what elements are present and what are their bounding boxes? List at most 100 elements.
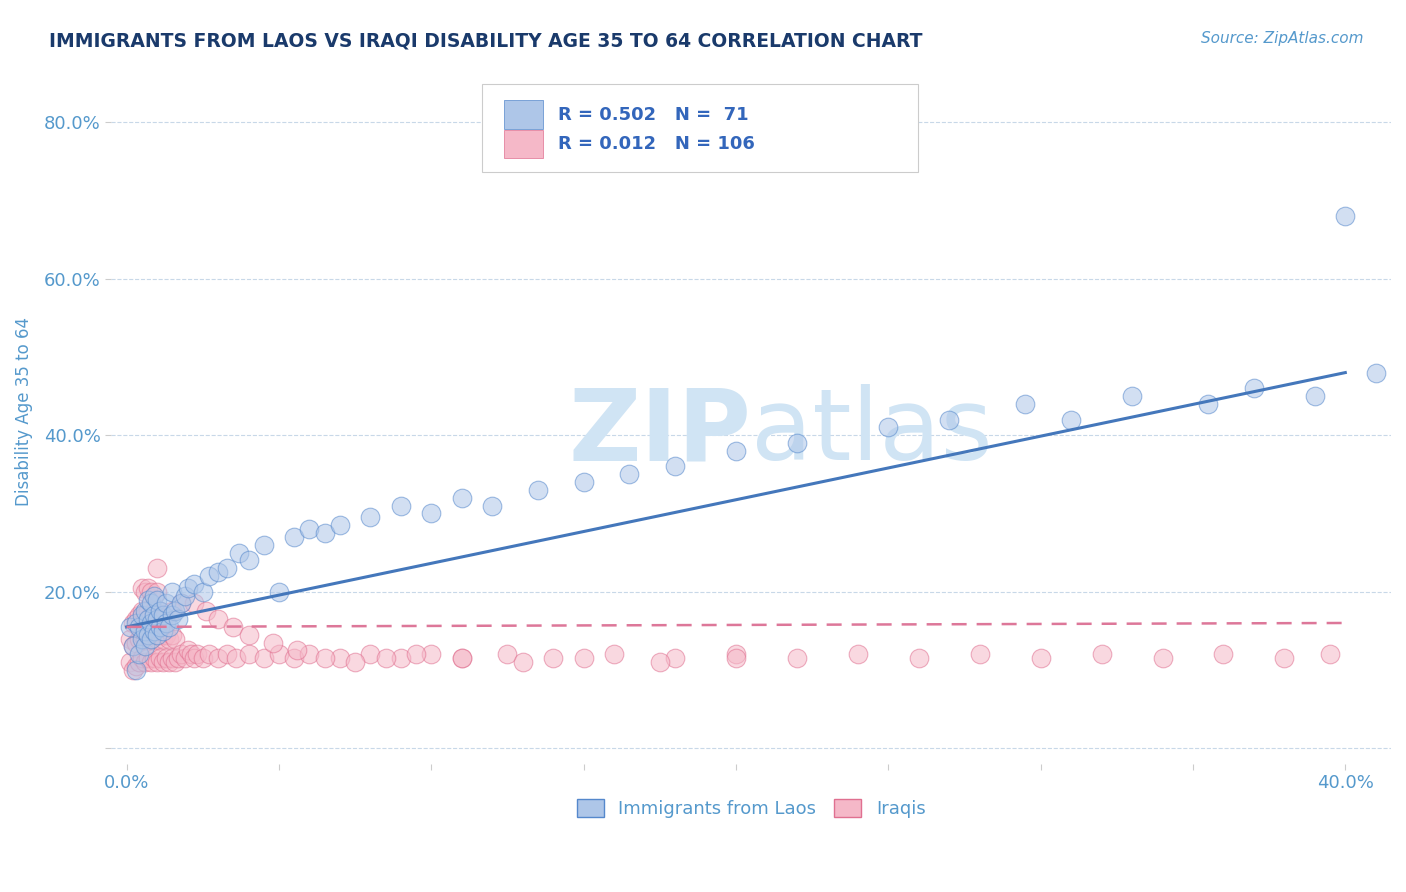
Point	[648, 655, 671, 669]
Text: IMMIGRANTS FROM LAOS VS IRAQI DISABILITY AGE 35 TO 64 CORRELATION CHART: IMMIGRANTS FROM LAOS VS IRAQI DISABILITY…	[49, 31, 922, 50]
Point	[283, 651, 305, 665]
Point	[121, 640, 143, 654]
Point	[121, 615, 143, 630]
Point	[131, 651, 153, 665]
Point	[1303, 389, 1326, 403]
Point	[139, 632, 162, 646]
Point	[165, 632, 187, 646]
Point	[152, 624, 174, 638]
Point	[481, 499, 503, 513]
Point	[121, 640, 143, 654]
Point	[572, 475, 595, 490]
Text: atlas: atlas	[751, 384, 993, 482]
Point	[128, 647, 150, 661]
Point	[572, 651, 595, 665]
Point	[146, 592, 169, 607]
Point	[131, 581, 153, 595]
Point	[136, 581, 159, 595]
Point	[162, 608, 184, 623]
Point	[146, 628, 169, 642]
Point	[724, 443, 747, 458]
Point	[198, 647, 221, 661]
Point	[143, 589, 166, 603]
Point	[139, 632, 162, 646]
Point	[238, 553, 260, 567]
Point	[170, 596, 193, 610]
Point	[186, 647, 208, 661]
Point	[786, 651, 808, 665]
Y-axis label: Disability Age 35 to 64: Disability Age 35 to 64	[15, 318, 32, 507]
Point	[146, 561, 169, 575]
Point	[450, 651, 472, 665]
Point	[183, 596, 205, 610]
Point	[262, 635, 284, 649]
Point	[183, 651, 205, 665]
Point	[125, 615, 148, 630]
Point	[139, 655, 162, 669]
Point	[267, 584, 290, 599]
Point	[155, 615, 177, 630]
Point	[146, 655, 169, 669]
Point	[907, 651, 929, 665]
Point	[298, 647, 321, 661]
Point	[162, 584, 184, 599]
Point	[176, 643, 198, 657]
Point	[1152, 651, 1174, 665]
Point	[155, 628, 177, 642]
Point	[329, 518, 352, 533]
Point	[228, 545, 250, 559]
Point	[938, 412, 960, 426]
Point	[146, 632, 169, 646]
Point	[191, 584, 214, 599]
Point	[136, 628, 159, 642]
Point	[176, 581, 198, 595]
Point	[314, 526, 336, 541]
Point	[724, 651, 747, 665]
Point	[165, 655, 187, 669]
Point	[162, 604, 184, 618]
Point	[165, 604, 187, 618]
Point	[285, 643, 308, 657]
Point	[198, 569, 221, 583]
Point	[143, 608, 166, 623]
Point	[134, 624, 156, 638]
Point	[207, 612, 229, 626]
Point	[969, 647, 991, 661]
Point	[134, 584, 156, 599]
Point	[149, 604, 172, 618]
Point	[131, 604, 153, 618]
Point	[344, 655, 367, 669]
Point	[724, 647, 747, 661]
FancyBboxPatch shape	[482, 84, 918, 172]
Point	[1014, 397, 1036, 411]
Point	[167, 612, 190, 626]
Point	[146, 612, 169, 626]
Point	[877, 420, 900, 434]
Point	[152, 655, 174, 669]
Point	[157, 655, 180, 669]
Point	[125, 612, 148, 626]
Point	[283, 530, 305, 544]
Point	[125, 663, 148, 677]
Point	[136, 592, 159, 607]
Point	[149, 651, 172, 665]
Point	[143, 604, 166, 618]
Point	[1029, 651, 1052, 665]
Point	[389, 499, 412, 513]
Point	[222, 620, 245, 634]
Point	[183, 577, 205, 591]
Point	[1243, 381, 1265, 395]
Text: R = 0.012   N = 106: R = 0.012 N = 106	[558, 135, 755, 153]
Point	[118, 632, 141, 646]
Point	[180, 647, 202, 661]
Point	[1060, 412, 1083, 426]
Point	[149, 604, 172, 618]
Point	[253, 651, 276, 665]
Point	[170, 647, 193, 661]
Point	[359, 510, 381, 524]
Point	[1319, 647, 1341, 661]
Point	[152, 608, 174, 623]
Point	[238, 647, 260, 661]
Point	[136, 628, 159, 642]
Point	[207, 565, 229, 579]
